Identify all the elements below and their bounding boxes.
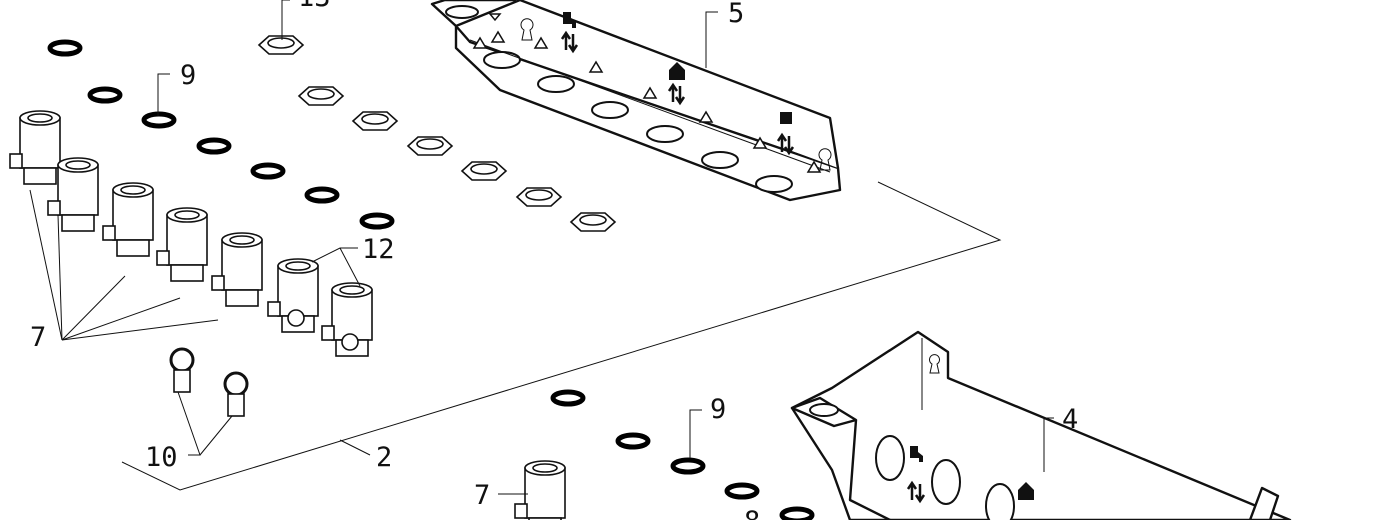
seal-rings	[47, 39, 815, 520]
callout-4: 4	[1062, 404, 1078, 435]
callout-9-top: 9	[180, 60, 196, 91]
valves	[9, 110, 566, 520]
callout-7-bottom: 7	[474, 480, 490, 511]
house-icon	[1018, 482, 1034, 500]
callout-2: 2	[376, 442, 392, 473]
keyhole-icon	[818, 148, 832, 171]
radiator-icon	[780, 112, 792, 124]
callout-12: 12	[362, 234, 395, 265]
lower-bracket	[790, 330, 1292, 520]
leader-lines	[29, 0, 1054, 495]
keyhole-icon	[520, 18, 534, 41]
callout-10: 10	[145, 442, 178, 473]
upper-bracket	[430, 0, 842, 202]
hex-nuts	[257, 35, 617, 232]
tap-icon	[910, 446, 923, 462]
tap-icon	[563, 12, 576, 28]
callout-13: 13	[298, 0, 331, 13]
keyhole-icon	[929, 354, 940, 374]
callout-5: 5	[728, 0, 744, 29]
mounting-plate-outline	[121, 181, 1002, 491]
flow-arrows-icon	[906, 480, 926, 504]
callout-8: 8	[744, 506, 760, 520]
house-icon	[669, 62, 685, 80]
callout-labels: 13 5 9 12 7 10 2 9 4 7 8	[30, 0, 1078, 520]
flow-arrows-icon	[560, 30, 795, 156]
drain-valves	[169, 347, 249, 417]
callout-7-top: 7	[30, 322, 46, 353]
callout-9-bottom: 9	[710, 394, 726, 425]
